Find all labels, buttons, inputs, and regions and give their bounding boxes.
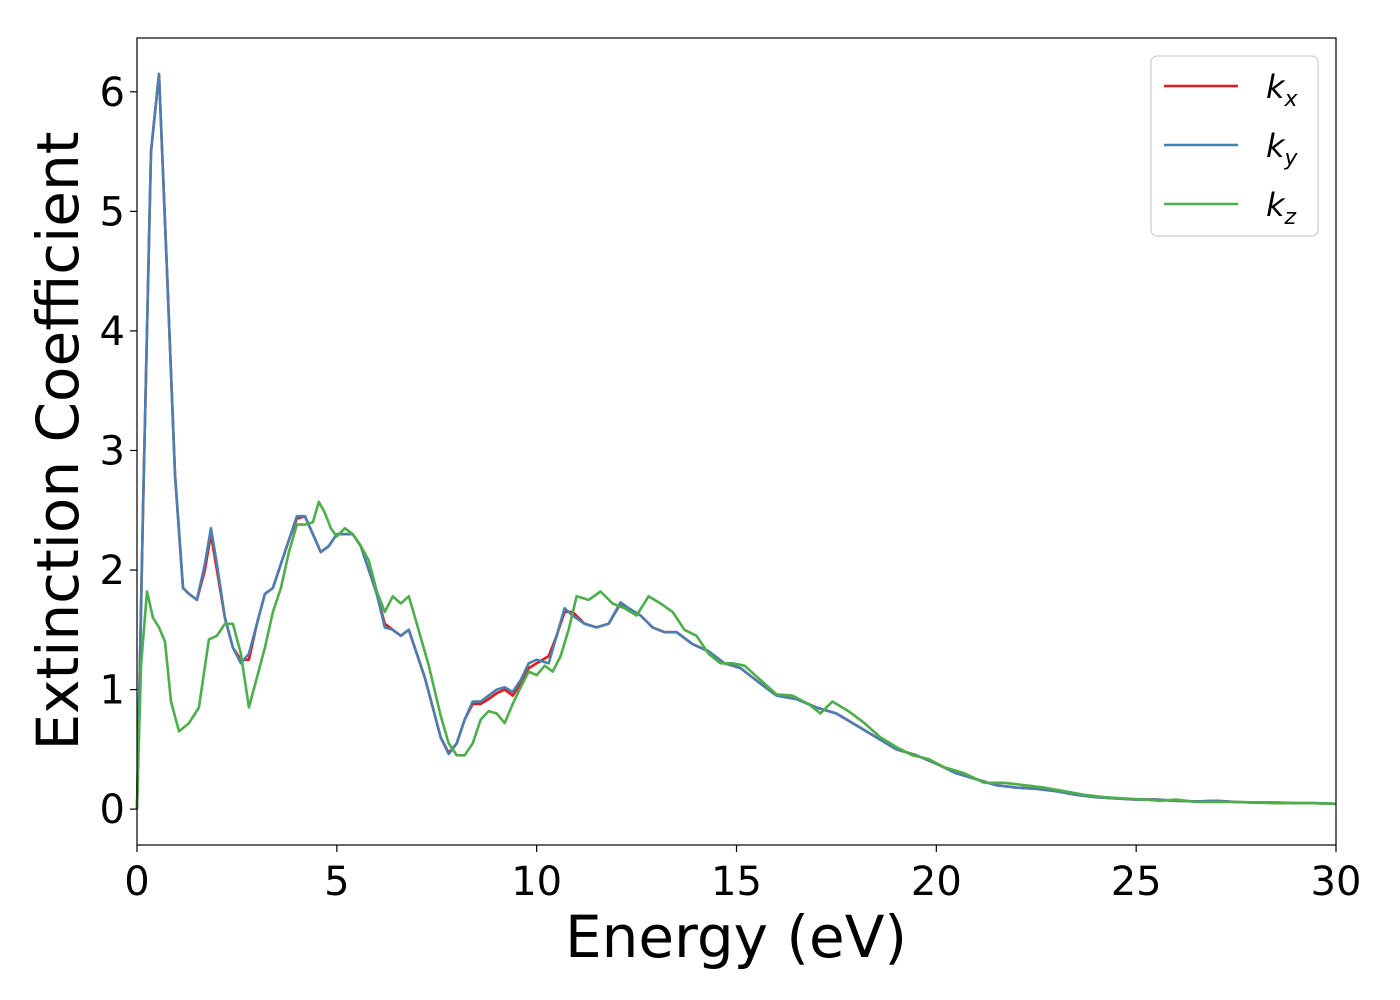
x-tick-label: 10: [511, 859, 562, 905]
legend-label-z: kz: [1266, 186, 1297, 230]
x-axis: 0 5 10 15 20 25 30: [124, 845, 1361, 905]
y-axis-label: Extinction Coefficient: [24, 132, 92, 751]
series-line-z: [135, 500, 1337, 810]
x-tick-label: 25: [1111, 859, 1162, 905]
x-tick-label: 5: [324, 859, 349, 905]
y-tick-label: 0: [100, 787, 125, 833]
series-line-y: [135, 72, 1337, 810]
x-tick-label: 0: [124, 859, 149, 905]
y-tick-label: 5: [100, 189, 125, 235]
legend-label-x: kx: [1266, 68, 1299, 112]
y-tick-label: 6: [100, 70, 125, 116]
series-layer: [135, 72, 1337, 810]
y-tick-label: 1: [100, 668, 125, 714]
x-tick-label: 30: [1311, 859, 1362, 905]
x-tick-label: 15: [711, 859, 762, 905]
x-tick-label: 20: [911, 859, 962, 905]
y-tick-label: 4: [100, 309, 125, 355]
y-tick-label: 2: [100, 548, 125, 594]
plot-background: [137, 38, 1336, 845]
y-tick-label: 3: [100, 428, 125, 474]
y-axis: 0 1 2 3 4 5 6: [100, 70, 137, 833]
legend: kx ky kz: [1150, 55, 1319, 237]
legend-label-y: ky: [1266, 127, 1299, 171]
x-axis-label: Energy (eV): [565, 903, 907, 971]
